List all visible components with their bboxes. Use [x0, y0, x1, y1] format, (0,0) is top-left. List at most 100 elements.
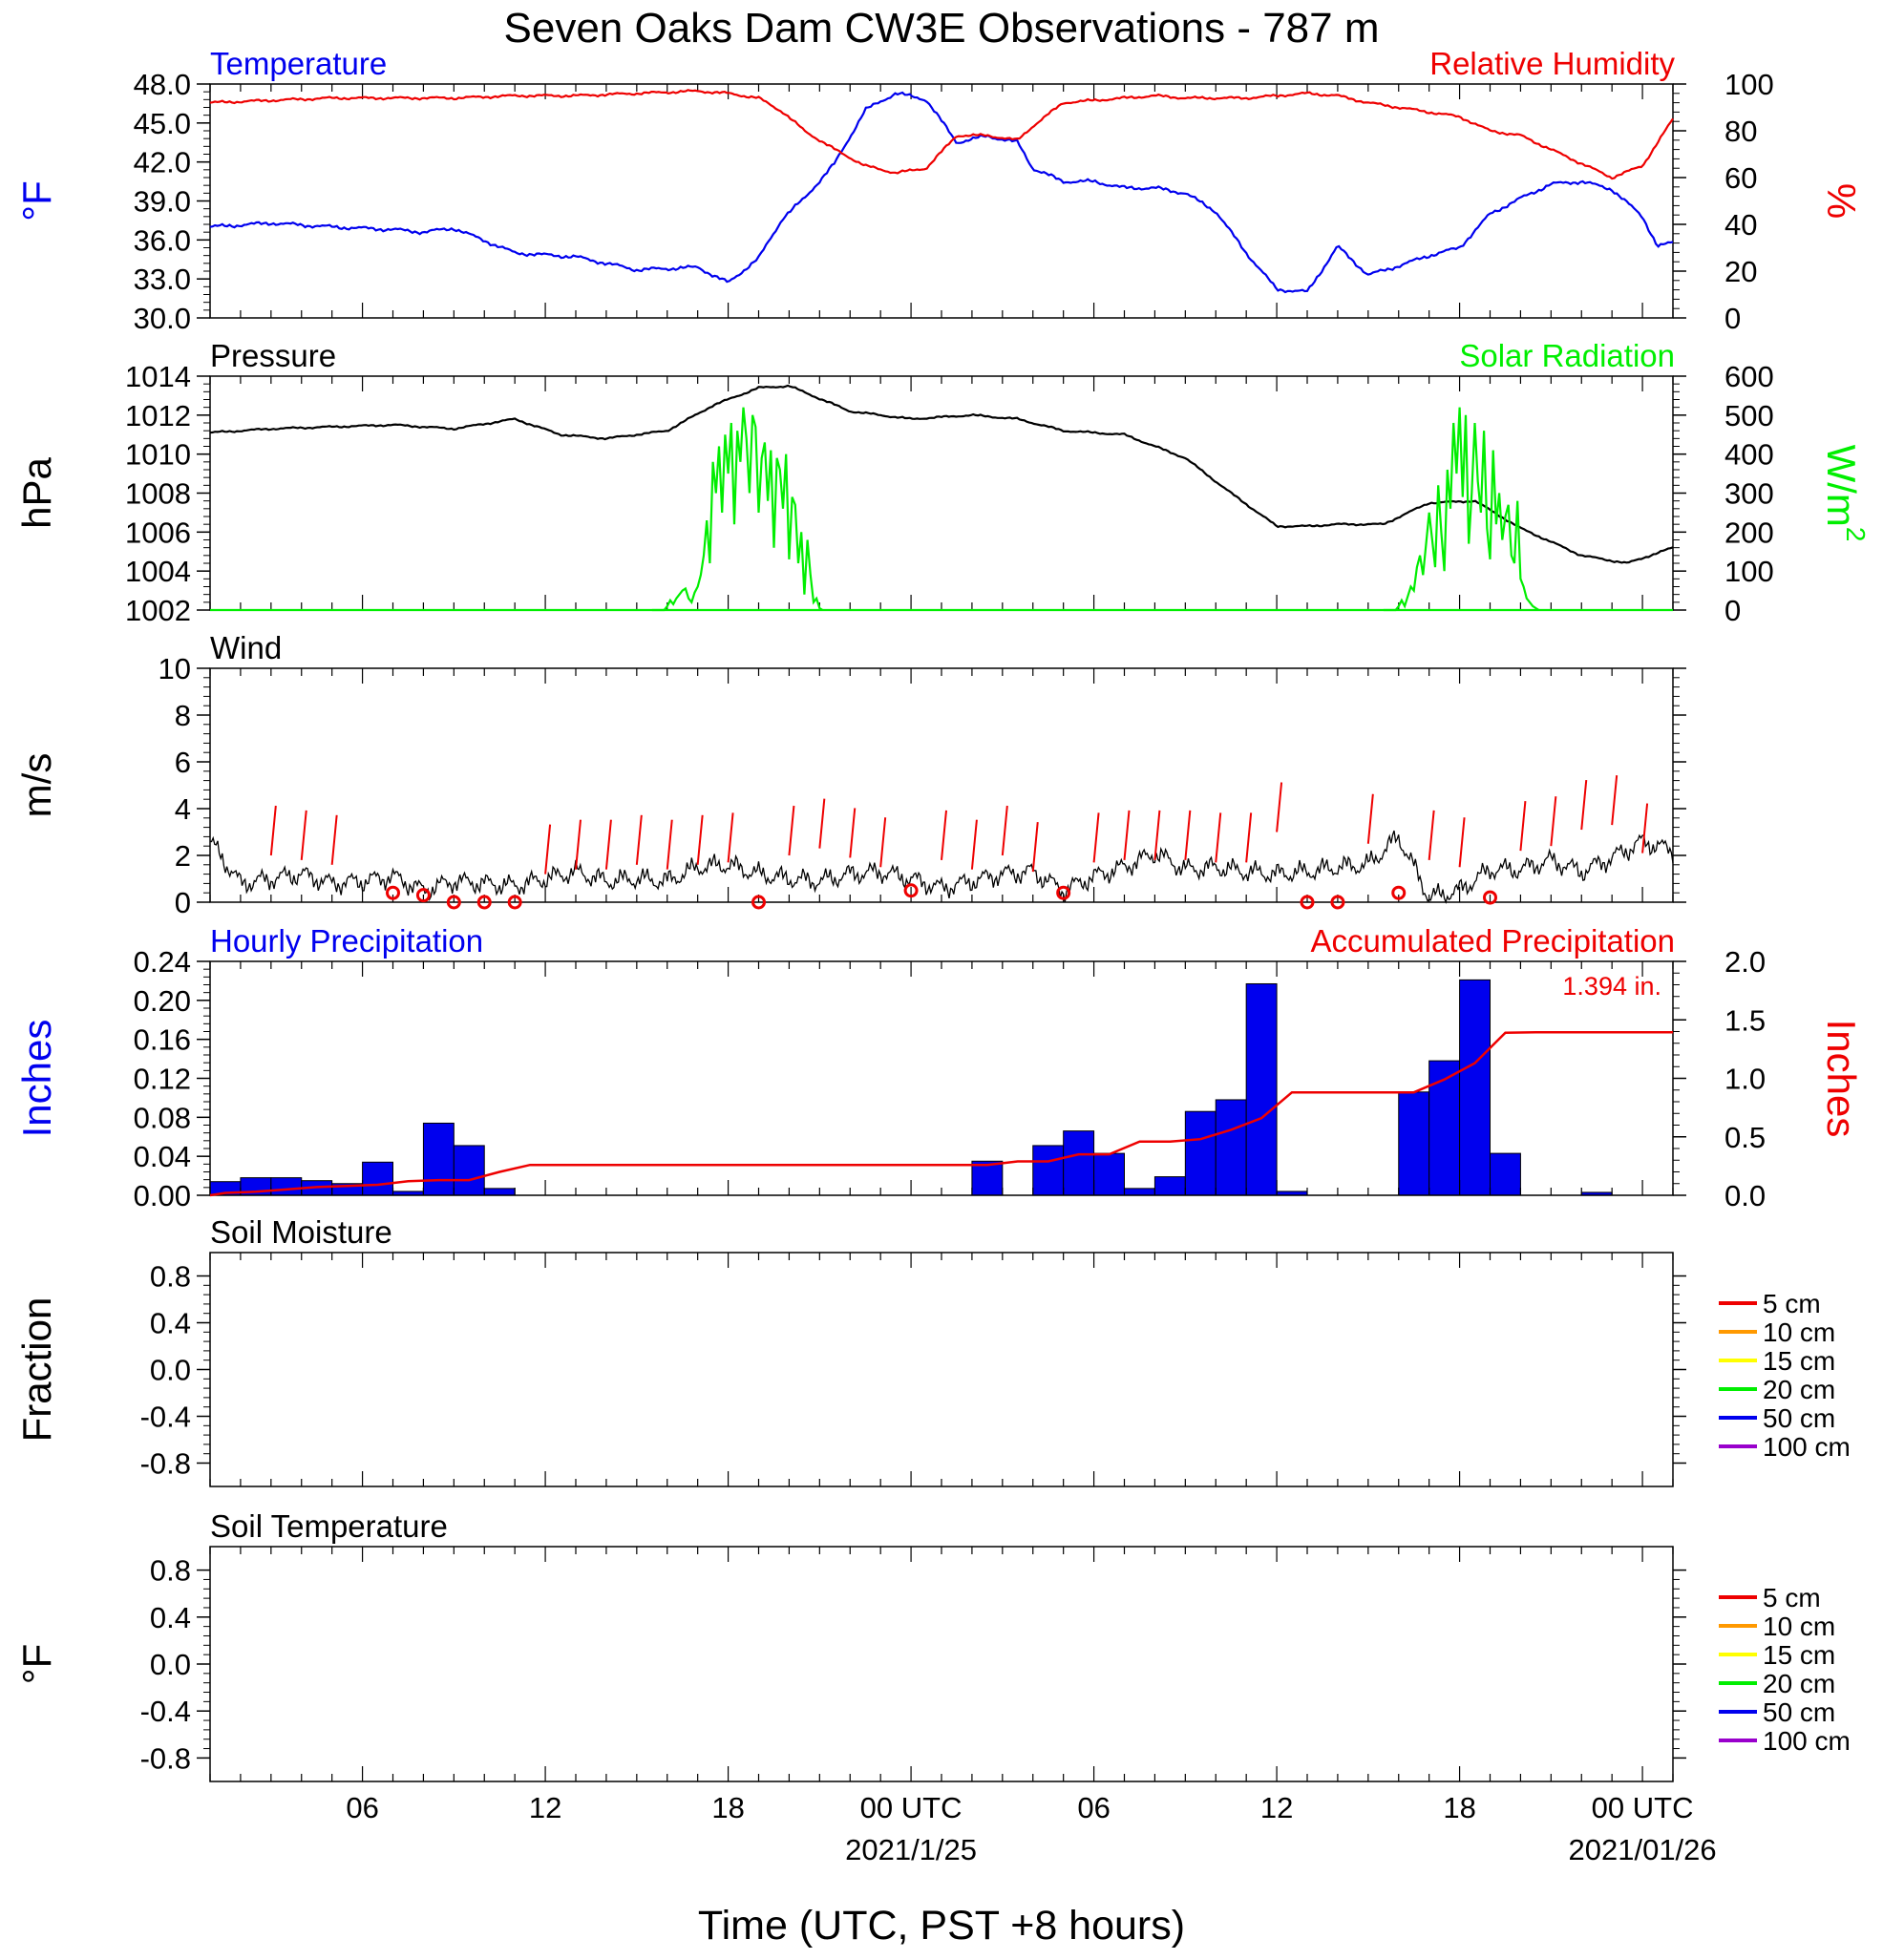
- hourly-precip-bar: [1124, 1188, 1155, 1196]
- y-axis-title-superscript: 2: [1841, 527, 1871, 542]
- wind-barb: [269, 805, 277, 856]
- panel-pressure-solar: 1002 1004 1006 1008 1010 1012 1014 0 100 200 300 40…: [14, 338, 1871, 627]
- wind-barb: [879, 817, 887, 868]
- wind-barb: [941, 810, 947, 860]
- y-tick-label-left: 10: [159, 652, 191, 685]
- y-tick-label-right: 0.5: [1724, 1121, 1766, 1154]
- wind-barb: [300, 810, 307, 860]
- hourly-precip-bar: [1153, 1176, 1186, 1196]
- legend-label: 5 cm: [1763, 1289, 1821, 1318]
- x-tick-label: 12: [529, 1791, 561, 1824]
- y-tick-label-left: 39.0: [134, 185, 191, 219]
- hourly-precip-bar: [1245, 982, 1278, 1196]
- legend-label: 100 cm: [1763, 1432, 1851, 1462]
- y-tick-label-left: 0.0: [150, 1648, 191, 1681]
- y-tick-label-right: 400: [1724, 438, 1774, 472]
- wind-barb: [544, 824, 552, 875]
- y-axis-title-right-text: %: [1819, 183, 1864, 219]
- y-tick-label-right: 100: [1724, 68, 1774, 101]
- wind-calm-marker: [476, 895, 492, 910]
- y-tick-label-right: 60: [1724, 161, 1757, 195]
- wind-barb: [1215, 812, 1222, 863]
- y-tick-label-right: 100: [1724, 555, 1774, 588]
- y-tick-label-left: -0.8: [140, 1741, 191, 1775]
- y-tick-label-left: 30.0: [134, 302, 191, 335]
- y-tick-label-right: 200: [1724, 516, 1774, 549]
- panel-wind: 0 2 4 6 8 10 Wind m/s: [14, 630, 1686, 919]
- wind-calm-marker: [1483, 890, 1497, 905]
- panel-title-right: Relative Humidity: [1429, 46, 1675, 81]
- wind-calm-marker: [1391, 885, 1407, 900]
- series-line-relative-humidity: [209, 89, 1674, 180]
- wind-calm-marker: [1300, 895, 1315, 910]
- wind-calm-marker: [415, 888, 431, 903]
- y-axis-title-left: hPa: [14, 456, 59, 528]
- y-axis-title-right-text: Inches: [1819, 1020, 1864, 1138]
- y-tick-label-left: 42.0: [134, 146, 191, 179]
- wind-barb: [1641, 803, 1649, 854]
- panel-precipitation: 0.00 0.04 0.08 0.12 0.16 0.20 0.24 0.0 0.5 1.0 1.5…: [14, 923, 1864, 1212]
- solar-radiation-burst: [651, 407, 824, 612]
- y-tick-label-right: 0: [1724, 594, 1741, 627]
- panel-soil-moisture: -0.8 -0.4 0.0 0.4 0.8 Soil Moisture Fraction 5 …: [14, 1214, 1851, 1487]
- legend-label: 20 cm: [1763, 1375, 1835, 1404]
- time-axis: 06 12 18 00 UTC 2021/1/25 06 12 18 00 UTC 2021/01…: [346, 1791, 1716, 1866]
- wind-calm-marker: [507, 895, 522, 910]
- plot-frame: [209, 667, 1674, 903]
- wind-barb: [1276, 782, 1283, 832]
- legend-label: 5 cm: [1763, 1583, 1821, 1612]
- wind-barb: [970, 819, 978, 870]
- y-tick-label-left: -0.8: [140, 1447, 191, 1481]
- figure-title: Seven Oaks Dam CW3E Observations - 787 m: [504, 5, 1380, 52]
- y-tick-label-left: 0: [175, 886, 191, 919]
- wind-barb: [1428, 810, 1435, 860]
- hourly-precip-bar: [1184, 1110, 1217, 1196]
- hourly-precip-bar: [1215, 1099, 1247, 1196]
- wind-barb: [1245, 812, 1253, 863]
- legend-label: 15 cm: [1763, 1346, 1835, 1376]
- hourly-precip-bar: [1490, 1152, 1521, 1196]
- wind-calm-marker: [1056, 885, 1071, 900]
- wind-barb: [666, 819, 673, 870]
- y-tick-label-left: 1012: [125, 399, 191, 432]
- wind-barb: [575, 819, 582, 870]
- x-tick-label: 00 UTC: [860, 1791, 963, 1824]
- panel-title-right: Solar Radiation: [1459, 338, 1675, 373]
- y-tick-label-left: 0.04: [134, 1140, 191, 1173]
- x-tick-label: 12: [1260, 1791, 1293, 1824]
- wind-barb: [1001, 805, 1008, 856]
- y-tick-label-left: 48.0: [134, 68, 191, 101]
- legend-label: 15 cm: [1763, 1640, 1835, 1670]
- legend-label: 10 cm: [1763, 1317, 1835, 1347]
- wind-calm-marker: [751, 895, 766, 910]
- y-tick-label-left: 45.0: [134, 107, 191, 140]
- y-tick-label-right: 20: [1724, 255, 1757, 288]
- panel-title-left: Soil Temperature: [210, 1508, 448, 1544]
- wind-calm-marker: [903, 883, 919, 898]
- y-tick-label-right: 500: [1724, 399, 1774, 432]
- wind-barb: [727, 812, 734, 863]
- y-axis-title-left: °F: [14, 180, 59, 221]
- series-line-wind: [209, 830, 1674, 905]
- panel-temperature-humidity: 30.0 33.0 36.0 39.0 42.0 45.0 48.0 0 20 40 60 80 100…: [14, 46, 1864, 335]
- hourly-precip-bar: [1063, 1130, 1095, 1196]
- plot-frame: [209, 1546, 1674, 1782]
- wind-barb: [1519, 801, 1527, 852]
- y-tick-label-left: 33.0: [134, 263, 191, 296]
- hourly-precip-bar: [1428, 1060, 1461, 1196]
- plot-frame: [209, 1252, 1674, 1487]
- x-tick-date-label: 2021/1/25: [845, 1833, 977, 1866]
- wind-barb: [1366, 793, 1374, 844]
- y-tick-label-left: 0.20: [134, 984, 191, 1018]
- y-tick-label-left: 4: [175, 792, 191, 826]
- hourly-precip-bar: [1032, 1145, 1065, 1196]
- y-tick-label-right: 1.5: [1724, 1003, 1766, 1037]
- y-tick-label-left: -0.4: [140, 1695, 191, 1728]
- wind-barb: [1550, 796, 1557, 847]
- y-tick-label-left: 6: [175, 746, 191, 779]
- wind-barb: [1184, 810, 1192, 860]
- y-tick-label-right: 0.0: [1724, 1179, 1766, 1212]
- y-axis-title-right: Inches: [1819, 1020, 1864, 1138]
- y-tick-label-left: 1008: [125, 477, 191, 511]
